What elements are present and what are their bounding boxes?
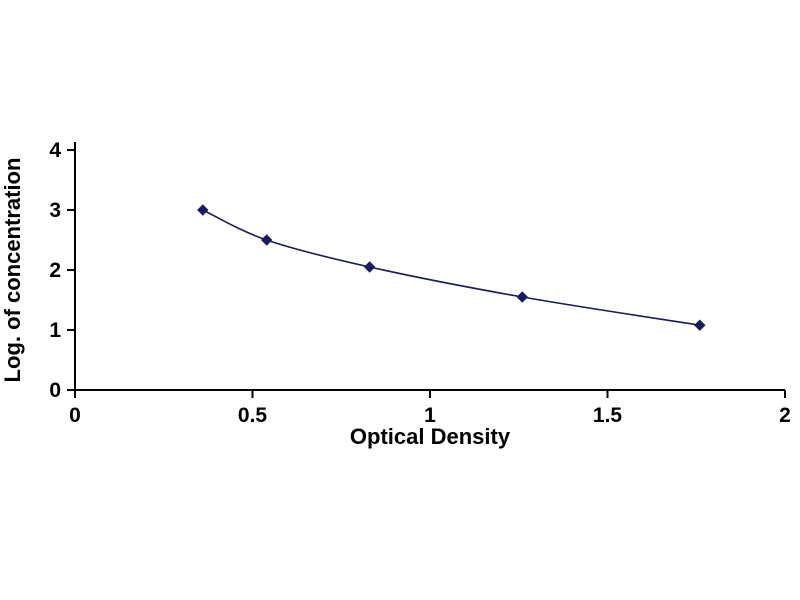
data-point-marker — [260, 234, 273, 246]
plot-layer: 0 0.5 1 1.5 2 0 1 2 3 4 — [49, 139, 791, 427]
data-point-marker — [197, 204, 209, 216]
x-tick-label: 2 — [779, 404, 791, 427]
data-point-marker — [516, 291, 529, 303]
curve-line — [202, 209, 700, 326]
data-point-marker — [694, 319, 706, 331]
data-point-marker — [363, 261, 376, 273]
x-axis-label: Optical Density — [350, 424, 511, 449]
y-axis-label: Log. of concentration — [0, 158, 25, 383]
x-tick-label: 0.5 — [238, 404, 268, 427]
y-tick-label: 4 — [49, 139, 61, 162]
y-tick-label: 3 — [49, 199, 61, 222]
x-tick-label: 1 — [424, 404, 436, 427]
y-tick-label: 2 — [49, 259, 61, 282]
y-tick-label: 0 — [49, 379, 61, 402]
x-tick-label: 1.5 — [593, 404, 623, 427]
x-tick-label: 0 — [69, 404, 81, 427]
y-tick-label: 1 — [49, 319, 61, 342]
